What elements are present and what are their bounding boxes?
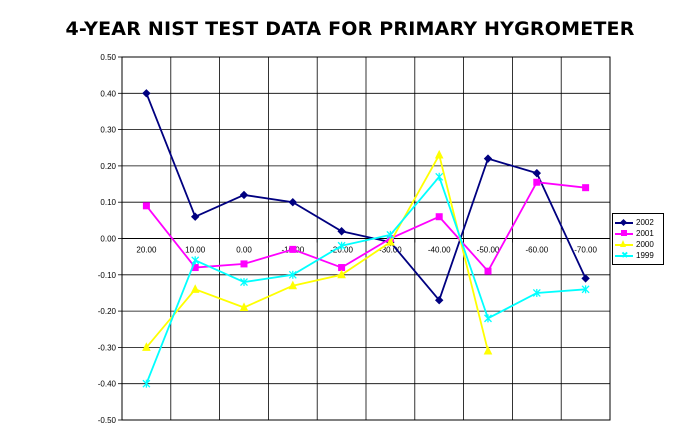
y-tick-label: -0.20	[98, 307, 117, 316]
y-tick-label: 0.40	[100, 89, 116, 98]
x-tick-label: -60.00	[525, 246, 548, 255]
x-tick-label: -30.00	[379, 246, 402, 255]
data-point-2000	[434, 149, 444, 159]
data-point-1999	[240, 278, 248, 287]
data-point-1999	[337, 241, 346, 250]
series-line-2002	[145, 92, 587, 303]
data-point-2001	[142, 202, 150, 210]
data-point-2001	[240, 260, 248, 268]
data-point-2001	[533, 178, 541, 186]
y-tick-label: -0.50	[98, 416, 117, 425]
data-point-2000	[239, 302, 249, 311]
legend-item-1999: ✖ 1999	[615, 250, 663, 261]
data-point-2001	[484, 267, 492, 275]
y-tick-label: 0.50	[100, 53, 116, 62]
y-tick-label: -0.10	[98, 271, 117, 280]
data-point-2002	[581, 274, 590, 283]
x-tick-label: -20.00	[330, 246, 353, 255]
x-tick-label: -70.00	[574, 246, 597, 255]
data-point-2002	[337, 227, 346, 236]
x-tick-label: -50.00	[477, 246, 500, 255]
data-point-1999	[386, 230, 395, 239]
data-point-2001	[289, 245, 297, 253]
legend-label: 1999	[636, 251, 654, 260]
y-tick-label: 0.00	[100, 235, 116, 244]
data-point-1999	[484, 314, 492, 323]
legend-item-2002: 2002	[615, 217, 663, 228]
series-line-1999	[145, 174, 586, 385]
data-point-2000	[386, 237, 395, 246]
legend-item-2001: 2001	[615, 228, 663, 239]
x-tick-label: 20.00	[136, 246, 157, 255]
data-point-2000	[483, 345, 493, 355]
data-point-2002	[142, 89, 151, 98]
data-point-2002	[190, 212, 200, 221]
legend-marker-triangle	[620, 240, 626, 247]
y-tick-label: 0.30	[100, 126, 116, 135]
data-point-2001	[582, 184, 590, 192]
data-point-1999	[288, 270, 297, 279]
data-point-2002	[239, 190, 249, 200]
data-point-2000	[142, 342, 151, 351]
data-point-2002	[483, 154, 493, 163]
legend: 2002 2001 2000 ✖ 1999	[612, 213, 664, 265]
data-point-1999	[191, 256, 200, 265]
y-tick-label: 0.10	[100, 198, 116, 207]
y-tick-label: -0.30	[98, 343, 117, 352]
legend-item-2000: 2000	[615, 239, 663, 250]
x-tick-label: 10.00	[185, 246, 206, 255]
data-point-1999	[142, 379, 151, 388]
legend-marker-square	[621, 230, 627, 236]
y-tick-label: -0.40	[98, 380, 117, 389]
data-point-1999	[532, 288, 541, 297]
chart-title: 4-YEAR NIST TEST DATA FOR PRIMARY HYGROM…	[65, 18, 635, 40]
data-point-1999	[581, 285, 590, 294]
data-point-2000	[337, 269, 346, 279]
legend-label: 2002	[636, 218, 654, 227]
data-point-2000	[288, 280, 298, 290]
legend-label: 2000	[636, 240, 654, 249]
legend-label: 2001	[636, 229, 654, 238]
y-tick-label: 0.20	[100, 162, 116, 171]
data-point-2002	[434, 296, 444, 305]
data-point-1999	[435, 172, 444, 181]
legend-marker-x: ✖	[621, 250, 629, 260]
data-point-2002	[288, 197, 298, 207]
data-point-2001	[435, 213, 443, 221]
x-tick-label: -40.00	[428, 246, 451, 255]
legend-swatch	[615, 255, 633, 257]
series-line-2001	[145, 181, 586, 273]
x-tick-label: 0.00	[236, 246, 252, 255]
series-line-2000	[145, 152, 489, 352]
data-point-2000	[190, 284, 200, 293]
data-point-2001	[338, 264, 346, 272]
legend-marker-diamond	[619, 218, 628, 227]
data-point-2002	[532, 168, 542, 178]
